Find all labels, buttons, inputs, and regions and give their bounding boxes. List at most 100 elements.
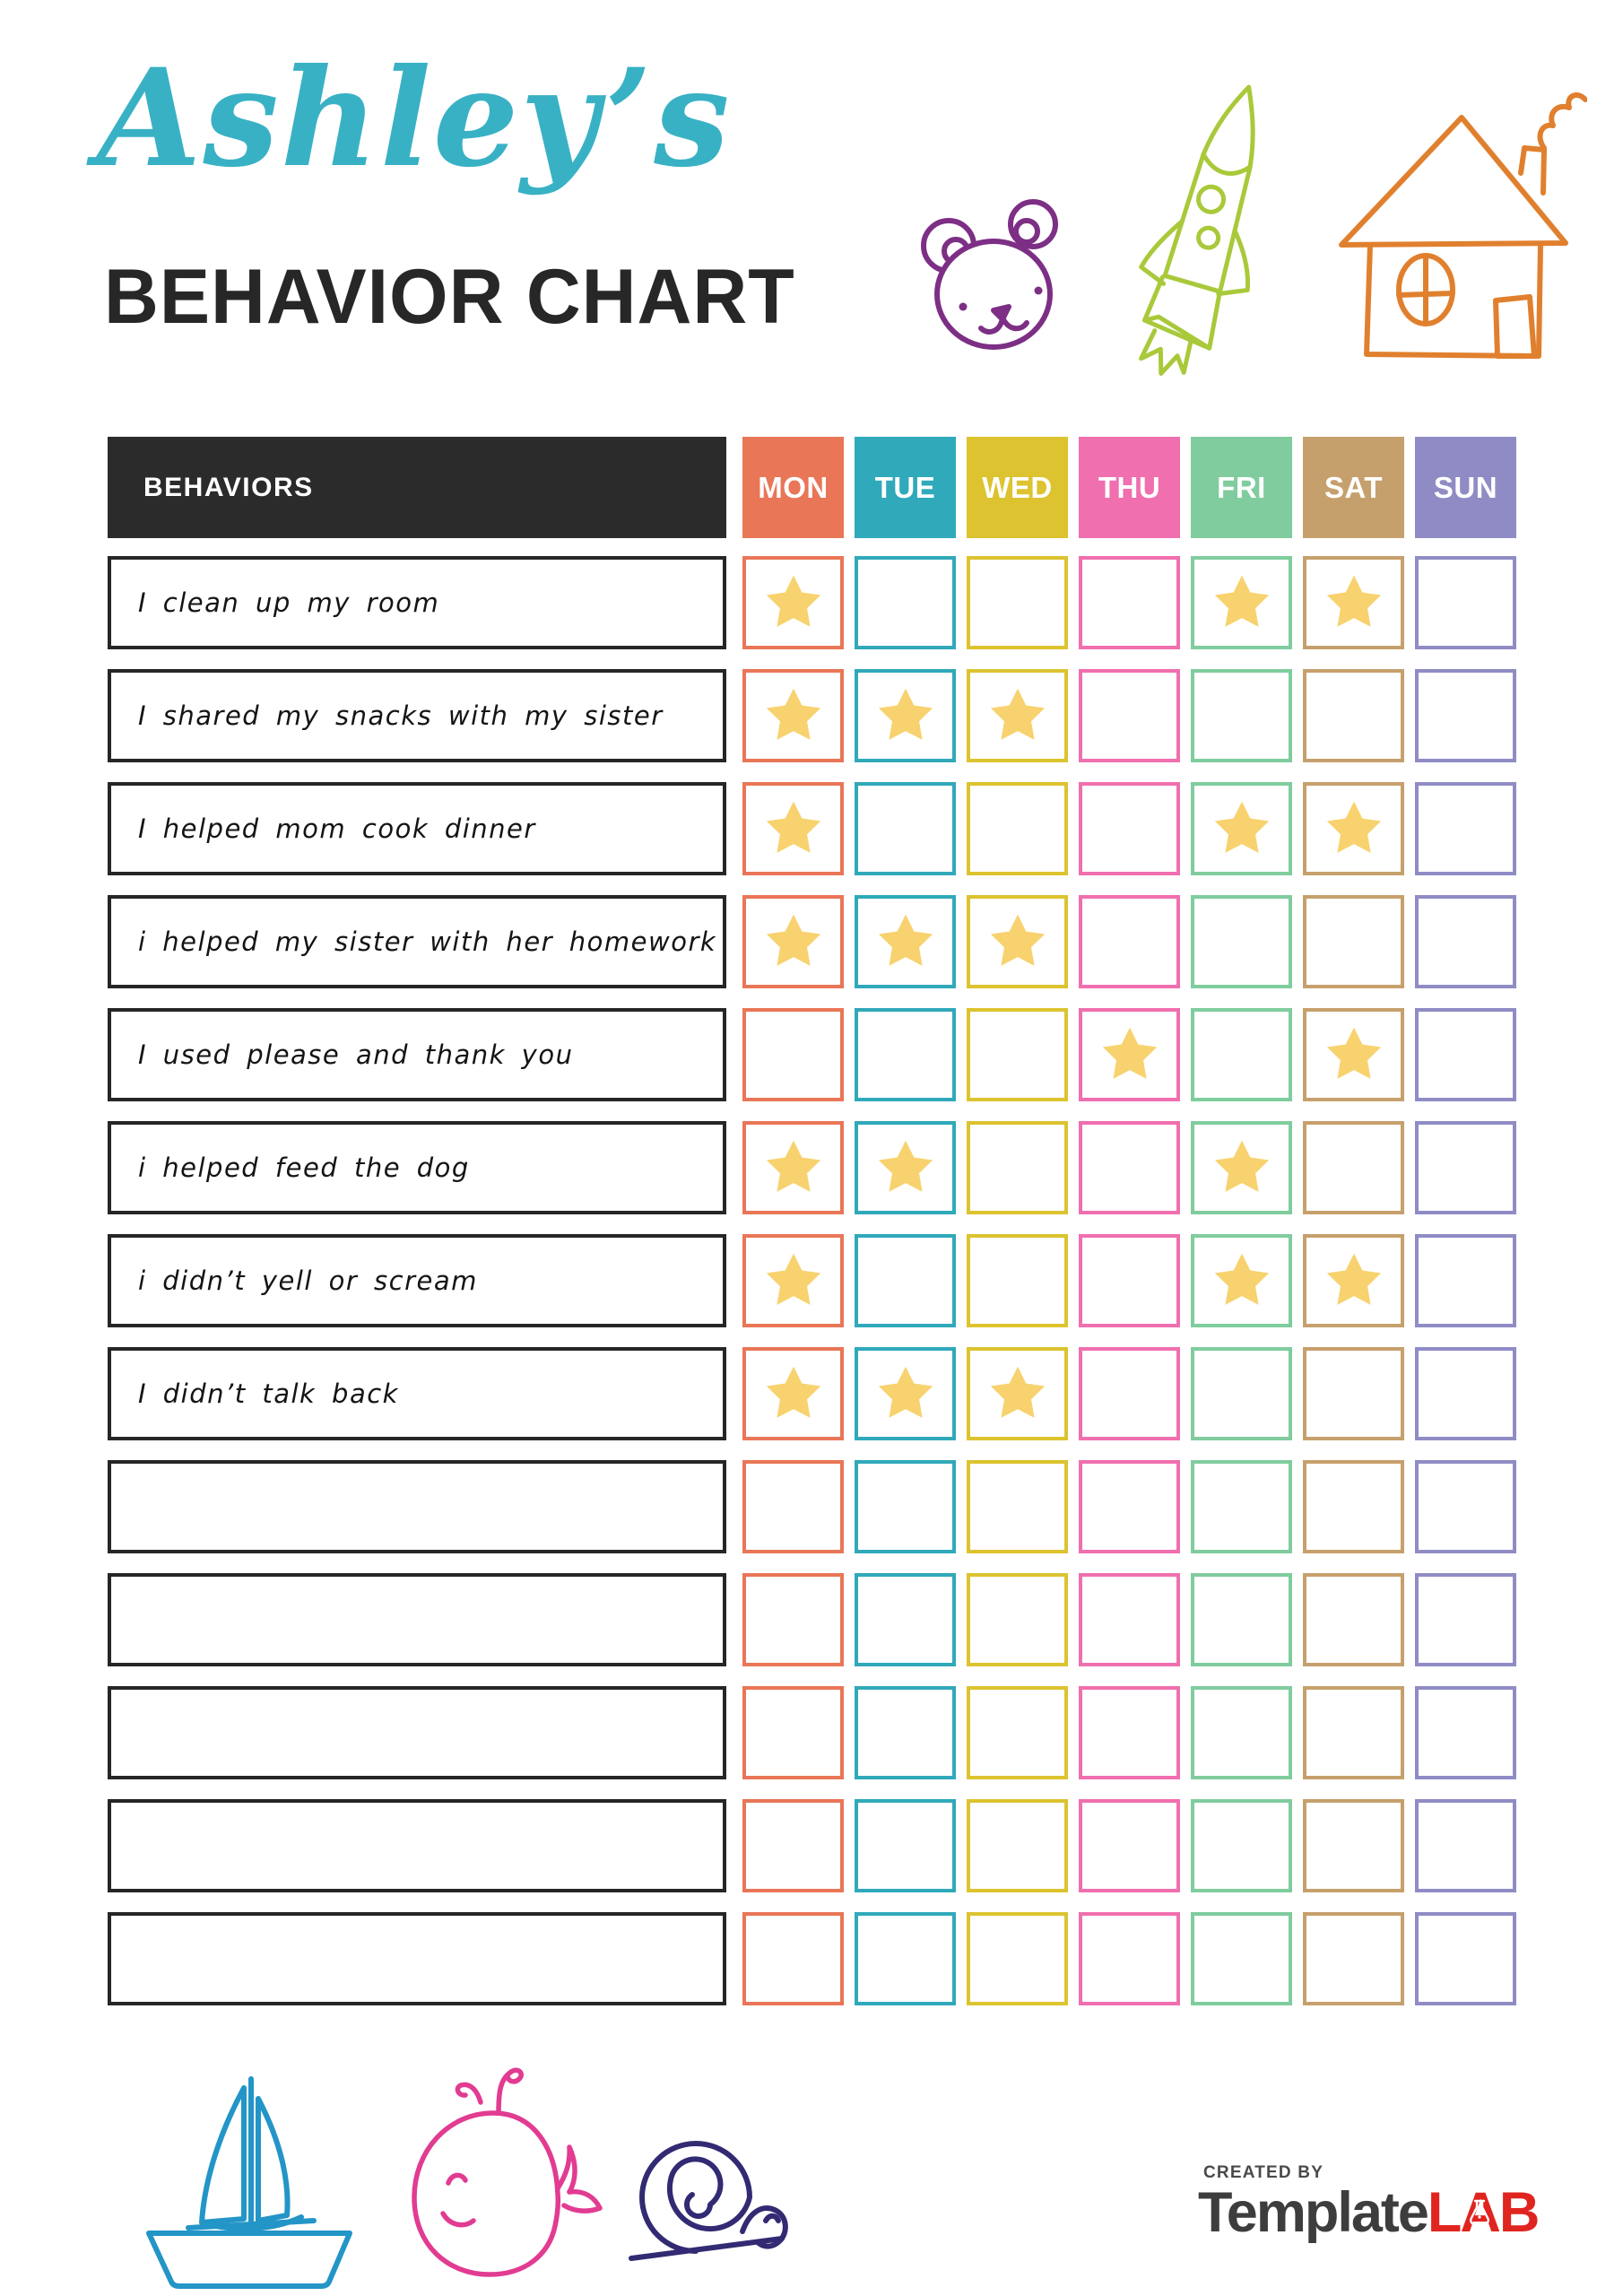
day-cell-mon	[742, 895, 844, 988]
star-icon	[878, 914, 933, 966]
behavior-label	[108, 1460, 726, 1553]
star-icon	[1326, 1253, 1381, 1305]
day-cell-fri	[1191, 1008, 1292, 1101]
day-cell-thu	[1079, 1008, 1180, 1101]
day-cell-wed	[967, 782, 1068, 875]
behavior-row: I didn’t talk back	[108, 1347, 1516, 1440]
whale-doodle-icon	[393, 2054, 603, 2278]
day-cell-thu	[1079, 1799, 1180, 1892]
day-cell-wed	[967, 1573, 1068, 1666]
behavior-label-text: i helped my sister with her homework	[138, 926, 717, 957]
star-icon	[766, 1253, 820, 1305]
behavior-label: i helped feed the dog	[108, 1121, 726, 1214]
day-cell-fri	[1191, 1234, 1292, 1327]
behavior-row: i didn’t yell or scream	[108, 1234, 1516, 1327]
day-cell-mon	[742, 1234, 844, 1327]
behavior-row: I clean up my room	[108, 556, 1516, 649]
day-cell-sun	[1415, 1008, 1516, 1101]
day-cell-fri	[1191, 1460, 1292, 1553]
behavior-label: i helped my sister with her homework	[108, 895, 726, 988]
day-cell-thu	[1079, 669, 1180, 762]
day-cell-fri	[1191, 782, 1292, 875]
star-icon	[878, 1140, 933, 1192]
day-cell-thu	[1079, 1460, 1180, 1553]
behavior-label: I didn’t talk back	[108, 1347, 726, 1440]
house-doodle-icon	[1325, 92, 1587, 369]
day-cell-sat	[1303, 895, 1404, 988]
behavior-label: I clean up my room	[108, 556, 726, 649]
day-cell-thu	[1079, 895, 1180, 988]
flask-icon	[1469, 2199, 1489, 2226]
day-cell-fri	[1191, 1799, 1292, 1892]
behavior-label	[108, 1799, 726, 1892]
day-cell-tue	[855, 1121, 956, 1214]
page-title-name: Ashley’s	[97, 39, 732, 197]
day-cell-sat	[1303, 1234, 1404, 1327]
day-cell-tue	[855, 1912, 956, 2005]
star-icon	[766, 801, 820, 853]
page-title-main: BEHAVIOR CHART	[104, 254, 795, 340]
day-cell-thu	[1079, 1686, 1180, 1779]
created-by-label: CREATED BY	[1203, 2163, 1324, 2182]
behavior-label	[108, 1573, 726, 1666]
day-cell-mon	[742, 1912, 844, 2005]
day-cell-tue	[855, 1460, 956, 1553]
behavior-label	[108, 1686, 726, 1779]
day-cell-sun	[1415, 1347, 1516, 1440]
day-cell-wed	[967, 1347, 1068, 1440]
day-cell-tue	[855, 782, 956, 875]
day-cell-fri	[1191, 895, 1292, 988]
star-icon	[990, 688, 1045, 740]
day-cell-sat	[1303, 1121, 1404, 1214]
day-cell-fri	[1191, 669, 1292, 762]
day-header-mon: MON	[742, 437, 844, 538]
star-icon	[990, 914, 1045, 966]
day-cell-mon	[742, 1008, 844, 1101]
behavior-row	[108, 1460, 1516, 1553]
star-icon	[1214, 801, 1269, 853]
behavior-label: I helped mom cook dinner	[108, 782, 726, 875]
day-header-fri: FRI	[1191, 437, 1292, 538]
day-cell-mon	[742, 1799, 844, 1892]
day-cell-mon	[742, 1121, 844, 1214]
day-cell-sun	[1415, 1234, 1516, 1327]
day-cell-wed	[967, 1460, 1068, 1553]
behavior-label	[108, 1912, 726, 2005]
day-cell-fri	[1191, 1686, 1292, 1779]
day-cell-fri	[1191, 1912, 1292, 2005]
day-cell-thu	[1079, 1234, 1180, 1327]
day-cell-sat	[1303, 1347, 1404, 1440]
day-cell-thu	[1079, 782, 1180, 875]
templatelab-logo: CREATED BY Template LAB	[1198, 2163, 1540, 2244]
day-cell-mon	[742, 782, 844, 875]
day-cell-tue	[855, 1799, 956, 1892]
day-cell-thu	[1079, 556, 1180, 649]
day-cell-wed	[967, 1121, 1068, 1214]
day-header-wed: WED	[967, 437, 1068, 538]
star-icon	[766, 1140, 820, 1192]
day-cell-sun	[1415, 1912, 1516, 2005]
day-cell-tue	[855, 1686, 956, 1779]
behavior-row	[108, 1912, 1516, 2005]
day-cell-tue	[855, 1347, 956, 1440]
behavior-label: I used please and thank you	[108, 1008, 726, 1101]
day-cell-sat	[1303, 556, 1404, 649]
day-cell-tue	[855, 1573, 956, 1666]
day-cell-tue	[855, 669, 956, 762]
day-cell-fri	[1191, 1347, 1292, 1440]
day-cell-sat	[1303, 782, 1404, 875]
day-cell-mon	[742, 1347, 844, 1440]
day-cell-wed	[967, 1008, 1068, 1101]
day-cell-wed	[967, 1799, 1068, 1892]
behavior-row	[108, 1686, 1516, 1779]
day-cell-tue	[855, 1234, 956, 1327]
behavior-row: i helped feed the dog	[108, 1121, 1516, 1214]
brand-wordmark: Template LAB	[1198, 2181, 1540, 2244]
star-icon	[1102, 1027, 1157, 1079]
day-cell-sun	[1415, 782, 1516, 875]
star-icon	[1326, 801, 1381, 853]
day-cell-thu	[1079, 1121, 1180, 1214]
brand-template-text: Template	[1198, 2181, 1429, 2244]
day-cell-sat	[1303, 1460, 1404, 1553]
day-cell-sat	[1303, 1008, 1404, 1101]
